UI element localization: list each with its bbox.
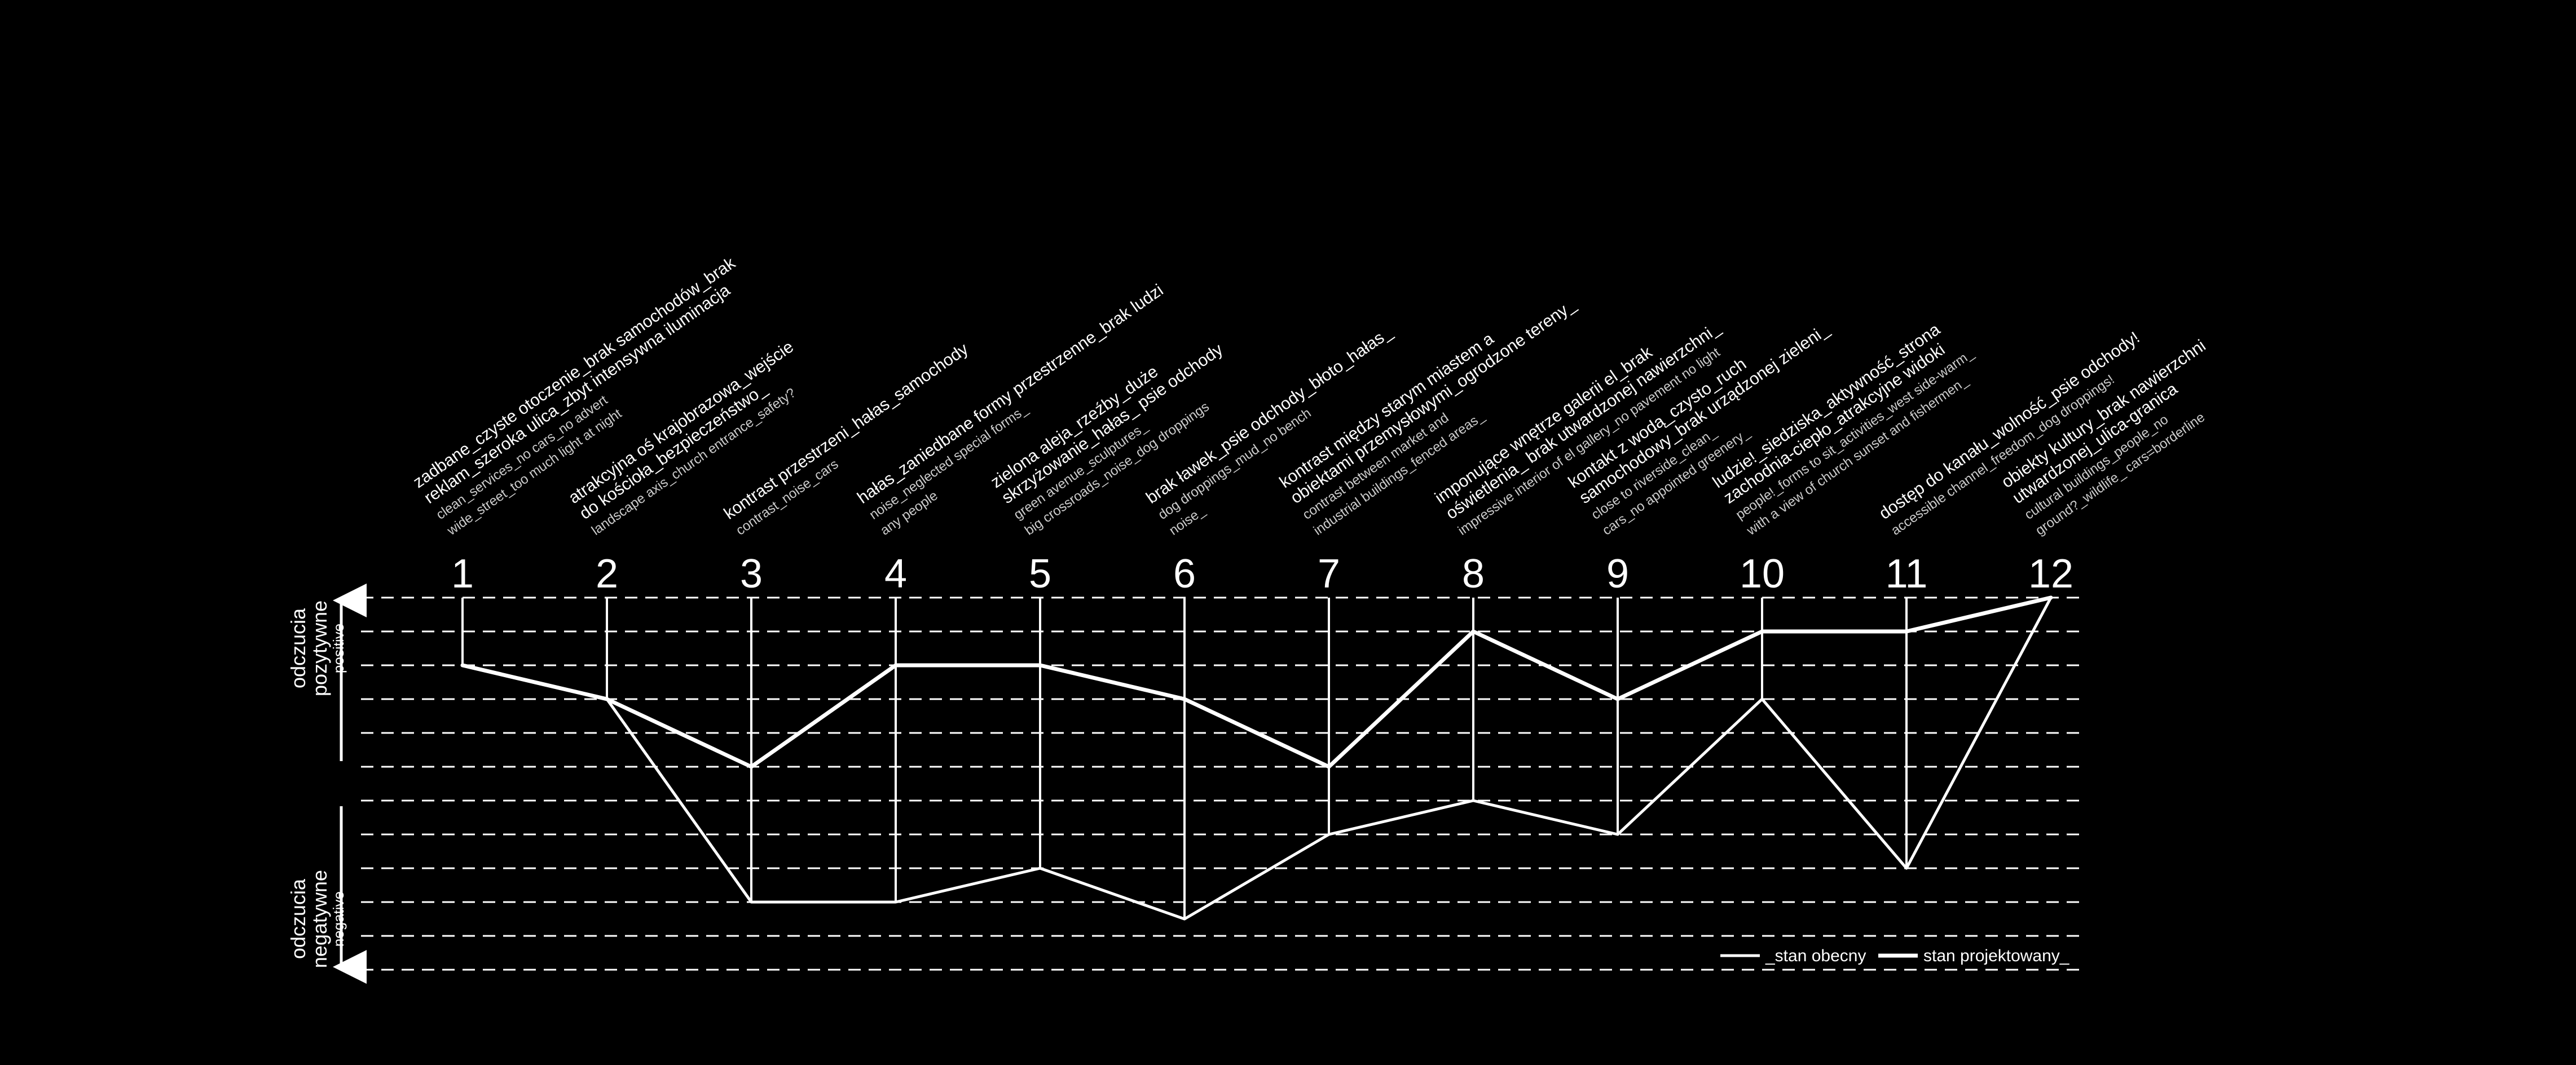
legend-label-projected: stan projektowany_ [1923,947,2070,965]
x-number: 7 [1318,551,1340,596]
y-label-positive-en: positive [330,624,347,673]
series-projected [463,598,2051,767]
x-number: 12 [2028,551,2073,596]
y-label-negative-pl-1: odczucia [287,878,310,959]
x-number: 9 [1606,551,1629,596]
x-number: 5 [1029,551,1051,596]
x-number: 8 [1462,551,1485,596]
y-label-negative-pl-2: negatywne [308,870,331,968]
feelings-line-chart: 123456789101112zadbane_czyste otoczenie_… [0,0,2576,1065]
y-label-positive-pl-1: odczucia [287,608,310,688]
x-number: 6 [1173,551,1196,596]
x-number: 4 [884,551,907,596]
x-number: 11 [1886,551,1928,596]
y-label-positive: odczuciapozytywnepositive [287,600,347,696]
point-label: ludzie!_siedziska_aktywność_stronazachod… [1709,312,1988,538]
y-label-positive-pl-2: pozytywne [308,600,331,696]
y-label-negative: odczucianegatywnenegative [287,870,347,968]
point-label: zielona aleja_rzeźby_dużeskrzyżowanie_ha… [988,324,1248,538]
series-current [463,598,2051,919]
legend-label-current: _stan obecny [1765,947,1866,965]
x-number: 10 [1740,551,1785,596]
y-label-negative-en: negative [330,891,347,947]
x-number: 1 [451,551,474,596]
x-number: 3 [740,551,763,596]
x-number: 2 [596,551,618,596]
